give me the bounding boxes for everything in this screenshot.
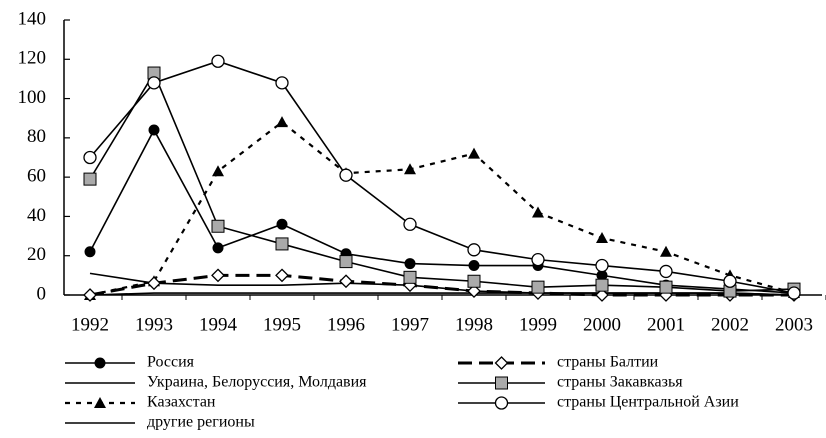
point — [212, 242, 224, 254]
point — [211, 54, 225, 68]
point — [211, 219, 225, 233]
legend-label: другие регионы — [147, 414, 255, 431]
point — [468, 260, 480, 272]
point — [467, 284, 481, 298]
point — [531, 280, 545, 294]
x-tick-label: 2002 — [711, 314, 749, 335]
legend-marker — [494, 396, 509, 410]
y-tick-label: 40 — [27, 205, 46, 226]
legend-label: Россия — [147, 354, 195, 371]
legend-label: страны Центральной Азии — [557, 394, 739, 411]
series-line — [89, 273, 794, 297]
point — [531, 252, 545, 267]
point — [467, 243, 481, 257]
point — [595, 258, 609, 273]
y-tick-label: 20 — [27, 244, 46, 265]
x-tick-label: 1998 — [455, 314, 493, 335]
point — [83, 150, 97, 165]
point — [532, 206, 544, 218]
x-tick-label: 1996 — [327, 314, 365, 335]
point — [404, 163, 416, 175]
y-tick-label: 0 — [37, 283, 47, 304]
y-tick-label: 60 — [27, 166, 46, 187]
point — [403, 217, 417, 231]
point — [467, 274, 481, 288]
legend-label: страны Закавказья — [557, 374, 683, 391]
point — [659, 264, 673, 279]
series-line — [89, 128, 795, 294]
x-tick-label: 1994 — [199, 314, 238, 335]
point — [83, 172, 97, 186]
x-tick-label: 1995 — [263, 314, 301, 335]
series-line — [89, 120, 795, 297]
point — [148, 124, 160, 136]
point — [404, 258, 416, 270]
point — [339, 168, 353, 182]
legend-label: страны Балтии — [557, 354, 659, 371]
y-tick-label: 100 — [18, 87, 47, 108]
point — [596, 232, 608, 244]
point — [787, 286, 801, 300]
series-line — [89, 60, 795, 294]
point — [660, 245, 672, 257]
point — [276, 116, 288, 128]
point — [339, 274, 353, 289]
point — [275, 76, 289, 90]
point — [212, 165, 224, 177]
legend-label: Украина, Белоруссия, Молдавия — [147, 374, 367, 391]
point — [468, 147, 480, 159]
y-tick-label: 120 — [18, 48, 47, 69]
legend-marker — [494, 356, 509, 370]
point — [211, 268, 225, 283]
point — [84, 246, 96, 258]
point — [83, 288, 97, 302]
point — [147, 76, 161, 90]
series-line — [89, 71, 795, 292]
x-tick-label: 2003 — [775, 314, 813, 335]
x-tick-label: 1997 — [391, 314, 429, 335]
point — [403, 270, 417, 284]
point — [276, 218, 288, 230]
y-tick-label: 80 — [27, 126, 46, 147]
x-tick-label: 1999 — [519, 314, 557, 335]
point — [275, 268, 289, 283]
point — [595, 288, 609, 302]
point — [339, 255, 353, 269]
legend-label: Казахстан — [147, 394, 216, 411]
point — [723, 274, 737, 288]
x-tick-label: 1993 — [135, 314, 173, 335]
point — [659, 280, 673, 294]
point — [147, 276, 161, 291]
point — [595, 278, 609, 292]
y-tick-label: 140 — [18, 8, 47, 29]
point — [275, 237, 289, 251]
series-line — [89, 292, 795, 296]
legend-marker — [495, 376, 508, 390]
legend-marker — [94, 357, 106, 369]
legend-marker — [94, 397, 106, 408]
x-tick-label: 1992 — [71, 314, 109, 335]
x-tick-label: 2001 — [647, 314, 685, 335]
x-tick-label: 2000 — [583, 314, 621, 335]
